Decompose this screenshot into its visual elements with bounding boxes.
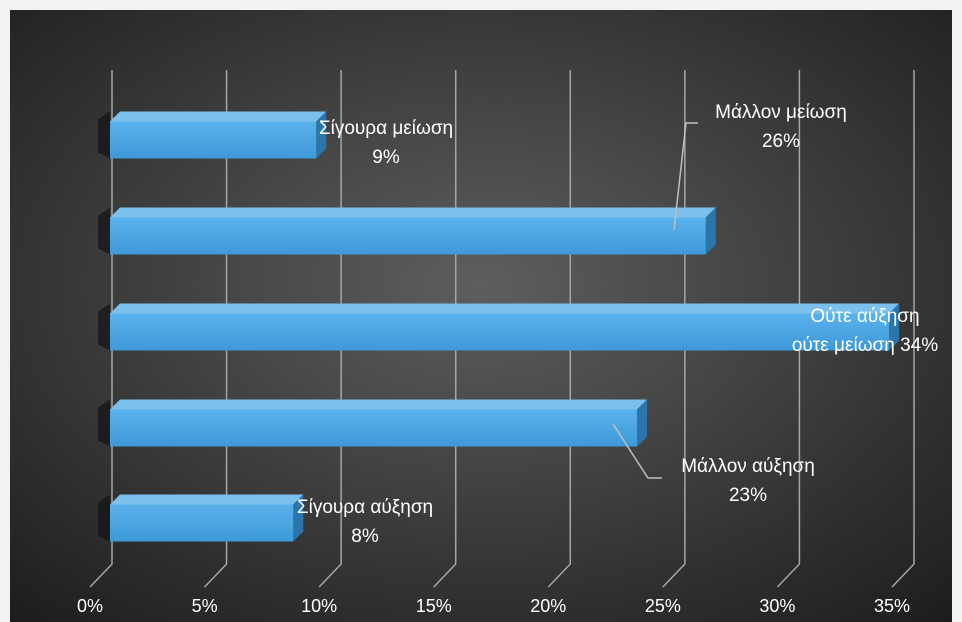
x-tick-label: 30% xyxy=(759,596,795,616)
data-label: Μάλλον μείωση 26% xyxy=(715,102,847,152)
bar xyxy=(98,111,327,159)
x-tick-label: 20% xyxy=(530,596,566,616)
bar xyxy=(98,303,900,351)
bar xyxy=(98,207,716,255)
gridlines xyxy=(89,70,915,588)
x-tick-label: 25% xyxy=(645,596,681,616)
x-tick-label: 15% xyxy=(416,596,452,616)
leader-line xyxy=(673,122,698,231)
bars xyxy=(98,111,900,542)
gridline xyxy=(776,70,801,588)
data-label: Σίγουρα αύξηση 8% xyxy=(297,497,433,547)
data-label: Σίγουρα μείωση 9% xyxy=(319,118,453,168)
x-tick-label: 5% xyxy=(192,596,218,616)
gridline xyxy=(891,70,915,588)
bar xyxy=(98,399,648,447)
x-axis-ticks: 0% 5% 10% 15% 20% 25% 30% 35% xyxy=(77,596,910,616)
bar xyxy=(98,494,304,542)
data-labels: Σίγουρα μείωση 9% Μάλλον μείωση 26% Ούτε αύξ… xyxy=(297,102,938,547)
data-label: Μάλλον αύξηση 23% xyxy=(681,456,815,506)
x-tick-label: 10% xyxy=(301,596,337,616)
leader-lines xyxy=(612,122,698,479)
bar-chart: Σίγουρα μείωση 9% Μάλλον μείωση 26% Ούτε αύξ… xyxy=(10,10,952,622)
x-tick-label: 35% xyxy=(874,596,910,616)
data-label: Ούτε αύξηση ούτε μείωση 34% xyxy=(792,306,938,356)
x-tick-label: 0% xyxy=(77,596,103,616)
leader-line xyxy=(612,423,662,479)
